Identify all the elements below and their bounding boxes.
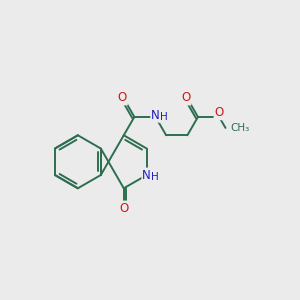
Text: CH₃: CH₃ [230,123,249,133]
Text: O: O [119,202,128,214]
Text: O: O [181,92,190,104]
Text: H: H [151,172,159,182]
Text: O: O [214,106,224,119]
Text: N: N [151,109,160,122]
Text: O: O [118,92,127,104]
Text: H: H [160,112,168,122]
Text: N: N [142,169,151,182]
